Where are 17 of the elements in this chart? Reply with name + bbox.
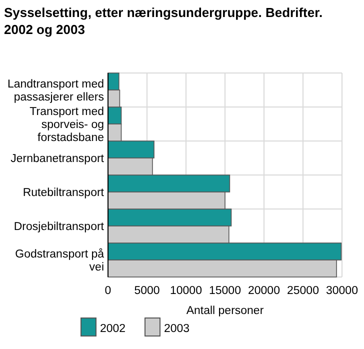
legend-label: 2002	[100, 323, 126, 335]
y-tick-label: Godstransport på vei	[15, 248, 105, 274]
x-tick-label: 30000	[326, 285, 358, 297]
x-tick-label: 0	[104, 285, 112, 297]
x-tick-label: 20000	[248, 285, 280, 297]
y-tick-label: Transport med sporveis- og forstadsbane	[30, 106, 104, 144]
y-tick-label: Rutebiltransport	[22, 187, 105, 199]
x-tick-label: 25000	[287, 285, 319, 297]
x-tick-label: 10000	[170, 285, 202, 297]
y-tick-label: Drosjebiltransport	[14, 221, 105, 233]
y-tick-label: Jernbanetransport	[10, 153, 105, 165]
x-axis-title: Antall personer	[186, 305, 264, 317]
chart-title: Sysselsetting, etter næringsundergruppe. Bedrifter. 2002 og 2003	[4, 5, 323, 37]
legend-label: 2003	[164, 323, 190, 335]
y-tick-label: Landtransport med passasjerer ellers	[7, 78, 104, 104]
x-tick-label: 5000	[134, 285, 160, 297]
x-tick-label: 15000	[209, 285, 241, 297]
